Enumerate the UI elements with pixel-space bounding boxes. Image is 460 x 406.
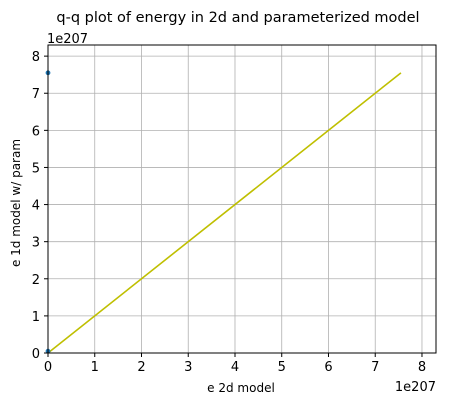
y-tick-label: 8: [32, 50, 40, 65]
reference-line: [47, 72, 402, 354]
y-tick-label: 0: [32, 347, 40, 362]
ticks: 0 1 2 3 4 5 6 7 8 0 1 2 3 4 5 6 7 8: [32, 50, 426, 375]
x-tick-label: 5: [278, 360, 286, 375]
x-tick-label: 8: [418, 360, 426, 375]
series-layer: [45, 70, 402, 354]
x-tick-label: 0: [44, 360, 52, 375]
grid: [47, 45, 436, 354]
plot-frame: [47, 44, 437, 354]
x-tick-label: 3: [184, 360, 192, 375]
y-tick-label: 2: [32, 273, 40, 288]
x-tick-label: 1: [91, 360, 99, 375]
x-tick-label: 6: [324, 360, 332, 375]
y-tick-label: 6: [32, 124, 40, 139]
y-axis-label: e 1d model w/ param: [9, 139, 23, 267]
y-offset-label: 1e207: [47, 32, 88, 47]
x-tick-label: 4: [231, 360, 239, 375]
y-tick-label: 1: [32, 310, 40, 325]
x-offset-label: 1e207: [395, 380, 436, 395]
x-axis-label: e 2d model: [207, 381, 275, 395]
y-tick-label: 7: [32, 87, 40, 102]
y-tick-label: 4: [32, 199, 40, 214]
x-tick-label: 2: [137, 360, 145, 375]
y-tick-label: 3: [32, 236, 40, 251]
y-tick-label: 5: [32, 161, 40, 176]
chart-title: q-q plot of energy in 2d and parameteriz…: [56, 10, 419, 26]
x-tick-label: 7: [371, 360, 379, 375]
